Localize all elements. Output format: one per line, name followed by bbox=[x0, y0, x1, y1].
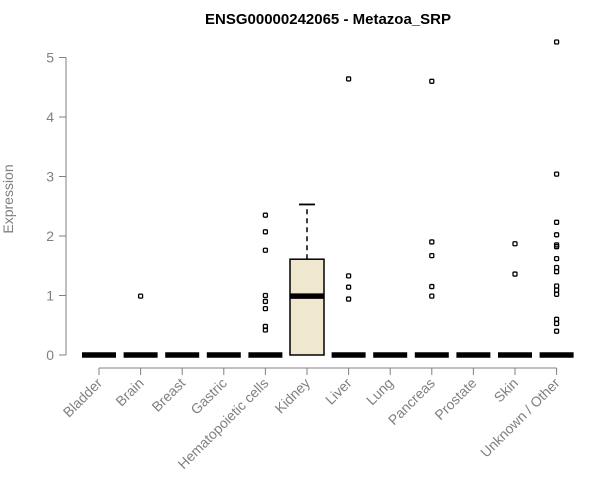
outlier-point bbox=[345, 76, 352, 82]
chart-title: ENSG00000242065 - Metazoa_SRP bbox=[205, 11, 451, 28]
outlier-point bbox=[553, 264, 560, 271]
outlier-point bbox=[262, 327, 269, 333]
outlier-point bbox=[553, 244, 560, 250]
box-5 bbox=[248, 212, 283, 358]
outlier-point bbox=[345, 273, 352, 279]
outlier-point bbox=[262, 229, 269, 235]
y-tick-label: 1 bbox=[46, 288, 54, 304]
x-tick-label: Kidney bbox=[272, 375, 314, 417]
outlier-point bbox=[262, 305, 269, 312]
boxes-group bbox=[82, 39, 574, 358]
outlier-point bbox=[345, 284, 352, 290]
outlier-point bbox=[553, 283, 560, 289]
box-2 bbox=[123, 293, 158, 358]
y-tick-label: 3 bbox=[46, 169, 54, 185]
outlier-point bbox=[553, 219, 560, 225]
outlier-point bbox=[262, 247, 269, 253]
outlier-point bbox=[553, 287, 560, 293]
outlier-point bbox=[553, 320, 560, 327]
x-tick-label: Unknown / Other bbox=[477, 375, 563, 461]
outlier-point bbox=[553, 255, 560, 262]
outlier-point bbox=[553, 316, 560, 322]
x-tick-label: Liver bbox=[322, 375, 355, 408]
x-tick-label: Bladder bbox=[60, 375, 106, 421]
y-tick-label: 4 bbox=[46, 109, 54, 125]
outlier-point bbox=[512, 241, 518, 247]
outlier-point bbox=[345, 296, 352, 302]
outlier-point bbox=[553, 39, 560, 45]
outlier-point bbox=[262, 212, 269, 218]
box-6 bbox=[289, 203, 325, 356]
outlier-point bbox=[429, 239, 435, 245]
box-12 bbox=[539, 39, 574, 358]
outlier-point bbox=[429, 293, 435, 299]
y-tick-label: 2 bbox=[46, 228, 54, 244]
box-7 bbox=[331, 76, 366, 358]
x-tick-label: Prostate bbox=[431, 375, 479, 423]
outlier-point bbox=[429, 283, 435, 290]
outlier-point bbox=[262, 292, 269, 299]
outlier-point bbox=[553, 328, 560, 334]
outlier-point bbox=[553, 291, 560, 297]
y-tick-label: 5 bbox=[46, 50, 54, 66]
outlier-point bbox=[512, 271, 518, 277]
box-11 bbox=[498, 241, 532, 358]
box-body bbox=[289, 258, 325, 356]
y-axis-title: Expression bbox=[0, 164, 16, 233]
box-9 bbox=[414, 78, 449, 358]
outlier-point bbox=[553, 269, 560, 275]
y-tick-label: 0 bbox=[46, 347, 54, 363]
outlier-point bbox=[553, 232, 560, 238]
outlier-point bbox=[262, 298, 269, 305]
x-tick-label: Lung bbox=[363, 375, 396, 408]
x-tick-label: Skin bbox=[491, 375, 522, 406]
outlier-point bbox=[553, 171, 560, 177]
outlier-point bbox=[429, 252, 435, 259]
outlier-point bbox=[137, 293, 144, 299]
y-axis-ticks: 0 1 2 3 4 5 bbox=[46, 50, 66, 363]
x-tick-label: Breast bbox=[148, 375, 188, 415]
x-tick-label: Brain bbox=[112, 375, 146, 409]
outlier-point bbox=[429, 78, 435, 84]
